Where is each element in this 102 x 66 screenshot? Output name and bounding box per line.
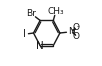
Text: -: -	[76, 23, 79, 29]
Text: +: +	[70, 27, 76, 33]
Text: I: I	[23, 29, 26, 39]
Text: N: N	[36, 41, 44, 51]
Text: O: O	[73, 23, 80, 32]
Text: Br: Br	[27, 9, 37, 18]
Text: O: O	[73, 32, 80, 41]
Text: N: N	[68, 27, 75, 36]
Text: CH₃: CH₃	[48, 7, 64, 16]
